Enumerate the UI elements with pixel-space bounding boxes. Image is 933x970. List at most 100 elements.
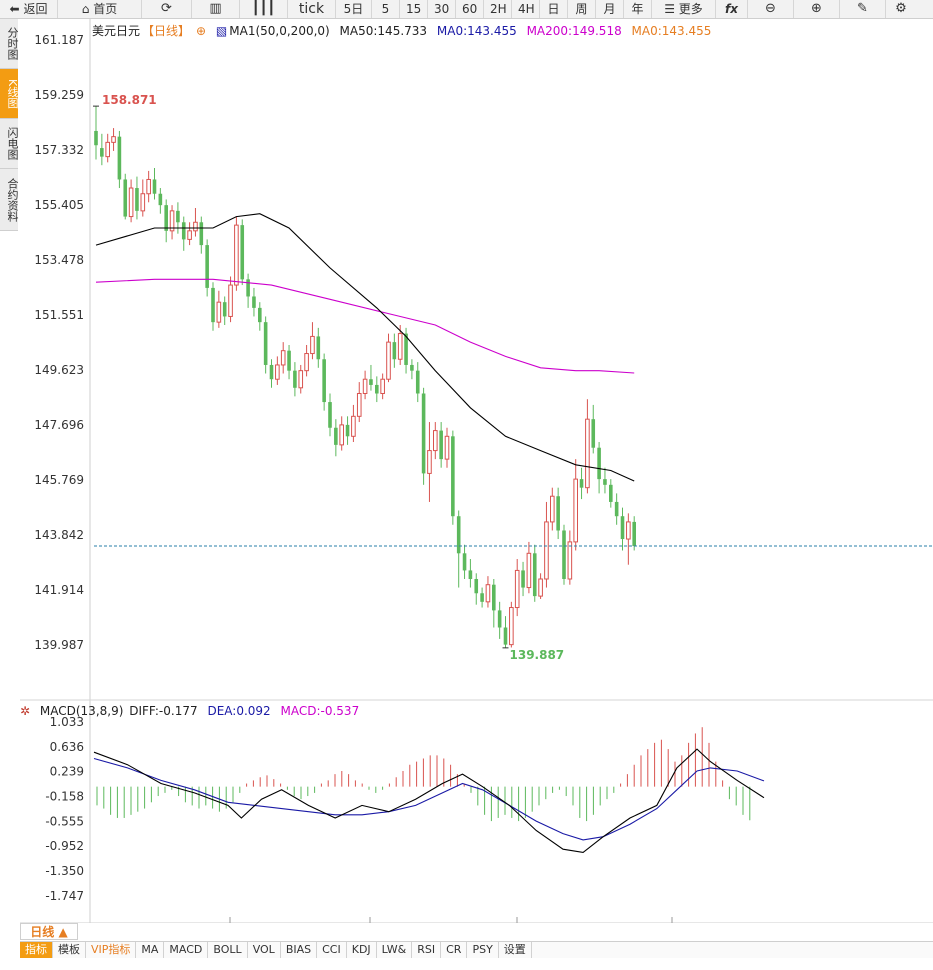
tab-settings[interactable]: 设置 xyxy=(499,942,532,958)
ma200-value: MA200:149.518 xyxy=(526,24,622,38)
macd-settings-icon[interactable]: ✲ xyxy=(20,704,31,718)
candle-body xyxy=(562,530,566,579)
candle-body xyxy=(597,447,601,480)
candle-body xyxy=(234,224,239,286)
symbol-name: 美元日元 xyxy=(92,24,141,38)
tab-boll[interactable]: BOLL xyxy=(208,942,248,958)
candle-body xyxy=(275,364,280,380)
more-button[interactable]: ☰ 更多 xyxy=(652,0,716,18)
macd-tick-label: -1.747 xyxy=(45,889,84,903)
macd-tick-label: -0.952 xyxy=(45,839,84,853)
tab-vip-indicators[interactable]: VIP指标 xyxy=(86,942,137,958)
candle-body xyxy=(187,230,192,240)
home-button[interactable]: ⌂ 首页 xyxy=(58,0,142,18)
candle-body xyxy=(632,521,636,547)
price-tick-label: 157.332 xyxy=(34,143,84,157)
diff-line xyxy=(93,748,765,853)
ma200-line xyxy=(95,278,635,374)
candle-body xyxy=(339,424,344,446)
period-5day-button[interactable]: 5日 xyxy=(336,0,372,18)
kline-chart-button[interactable]: ▥ xyxy=(192,0,240,18)
tab-macd[interactable]: MACD xyxy=(164,942,209,958)
period-60min-button[interactable]: 60 xyxy=(456,0,484,18)
period-week-button[interactable]: 周 xyxy=(568,0,596,18)
candle-body xyxy=(94,130,98,146)
refresh-button[interactable]: ⟳ xyxy=(142,0,192,18)
period-settings-icon[interactable]: ⊕ xyxy=(196,24,207,38)
candle-body xyxy=(152,179,157,194)
tick-button[interactable]: tick xyxy=(288,0,336,18)
period-5min-button[interactable]: 5 xyxy=(372,0,400,18)
settings-icon: ⚙ xyxy=(895,1,907,16)
draw-button[interactable]: ✎ xyxy=(840,0,886,18)
candle-body xyxy=(451,436,455,517)
ma-indicator-icon[interactable]: ▧ xyxy=(215,24,228,38)
bar-chart-icon: ▥ xyxy=(209,1,222,16)
tab-lw[interactable]: LW& xyxy=(377,942,413,958)
tab-bias[interactable]: BIAS xyxy=(281,942,318,958)
candle-body xyxy=(462,553,467,571)
chart-area[interactable]: 161.187 159.259 157.332 155.405 153.478 151.5… xyxy=(20,19,933,940)
candle-body xyxy=(497,610,502,628)
formula-button[interactable]: fx xyxy=(716,0,748,18)
refresh-icon: ⟳ xyxy=(161,1,172,16)
tab-lightning[interactable]: 闪电图 xyxy=(0,119,19,169)
home-icon: ⌂ xyxy=(81,2,90,16)
zoom-out-button[interactable]: ⊖ xyxy=(748,0,794,18)
back-button[interactable]: ⬅ 返回 xyxy=(0,0,58,18)
period-month-button[interactable]: 月 xyxy=(596,0,624,18)
candle-body xyxy=(410,364,414,371)
candle-body xyxy=(328,402,332,428)
low-annotation: 139.887 xyxy=(510,648,565,662)
period-30min-button[interactable]: 30 xyxy=(428,0,456,18)
candle-body xyxy=(626,521,631,540)
candle-body xyxy=(544,521,549,580)
period-15min-button[interactable]: 15 xyxy=(400,0,428,18)
candle-body xyxy=(614,501,619,517)
price-tick-label: 139.987 xyxy=(34,638,84,652)
period-year-button[interactable]: 年 xyxy=(624,0,652,18)
macd-legend: ✲ MACD(13,8,9) DIFF:-0.177 DEA:0.092 MAC… xyxy=(20,704,365,718)
tab-psy[interactable]: PSY xyxy=(467,942,499,958)
macd-tick-label: 0.636 xyxy=(50,740,84,754)
candle-body xyxy=(334,427,338,445)
candle-body xyxy=(591,419,596,448)
price-tick-label: 161.187 xyxy=(34,33,84,47)
candle-body xyxy=(322,359,326,403)
candle-body xyxy=(228,284,233,317)
candle-body xyxy=(123,179,128,217)
period-selector[interactable]: 日线 ▲ xyxy=(20,923,78,940)
candle-body xyxy=(415,370,420,394)
period-day-button[interactable]: 日 xyxy=(540,0,568,18)
tab-ma[interactable]: MA xyxy=(136,942,165,958)
tab-cci[interactable]: CCI xyxy=(317,942,347,958)
macd-tick-label: 1.033 xyxy=(50,715,84,729)
tab-timeshare[interactable]: 分时图 xyxy=(0,19,19,69)
candle-body xyxy=(280,350,286,366)
price-legend: 美元日元 【日线】 ⊕ ▧ MA1(50,0,200,0) MA50:145.733 … xyxy=(92,22,717,39)
tab-rsi[interactable]: RSI xyxy=(412,942,442,958)
settings-button[interactable]: ⚙ xyxy=(886,0,916,18)
price-tick-label: 143.842 xyxy=(34,528,84,542)
zoom-in-button[interactable]: ⊕ xyxy=(794,0,840,18)
tab-kline[interactable]: K线图 xyxy=(0,69,19,119)
kline-chart[interactable]: 161.187 159.259 157.332 155.405 153.478 151.5… xyxy=(20,19,933,923)
period-2h-button[interactable]: 2H xyxy=(484,0,512,18)
candle-body xyxy=(421,393,426,474)
candle-body xyxy=(485,584,491,603)
candle-body xyxy=(205,245,209,288)
period-4h-button[interactable]: 4H xyxy=(512,0,540,18)
tab-contract-info[interactable]: 合约资料 xyxy=(0,169,19,231)
period-tag: 【日线】 xyxy=(142,24,191,38)
tab-kdj[interactable]: KDJ xyxy=(347,942,377,958)
candle-body xyxy=(573,478,579,543)
candle-body xyxy=(176,210,180,223)
candle-style-button[interactable]: ┃┃┃ xyxy=(240,0,288,18)
candle-body xyxy=(128,187,134,218)
tab-templates[interactable]: 模板 xyxy=(53,942,86,958)
tab-vol[interactable]: VOL xyxy=(248,942,281,958)
candle-body xyxy=(181,222,186,240)
tab-indicators[interactable]: 指标 xyxy=(20,942,53,958)
tab-cr[interactable]: CR xyxy=(441,942,468,958)
candle-body xyxy=(193,221,198,232)
